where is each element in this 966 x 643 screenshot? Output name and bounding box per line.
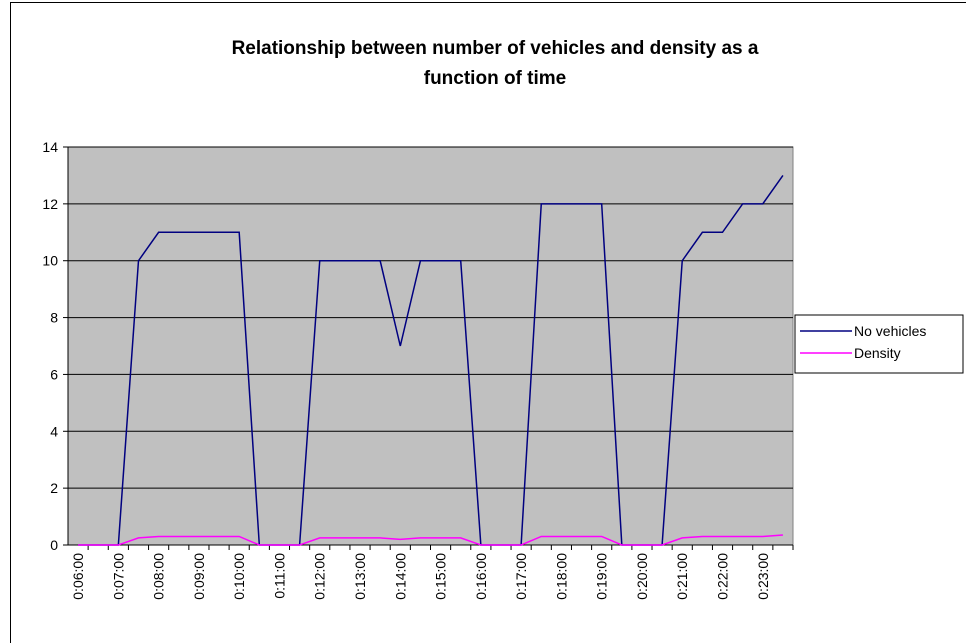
x-tick-label: 0:23:00 <box>755 553 771 600</box>
chart-title: Relationship between number of vehicles … <box>231 38 759 89</box>
x-tick-label: 0:16:00 <box>473 553 489 600</box>
x-tick-label: 0:14:00 <box>392 553 408 600</box>
x-tick-label: 0:06:00 <box>70 553 86 600</box>
y-tick-label: 4 <box>50 423 58 439</box>
series-line <box>78 174 784 546</box>
x-tick-label: 0:07:00 <box>110 553 126 600</box>
y-tick-label: 0 <box>50 537 58 553</box>
x-tick-label: 0:19:00 <box>594 553 610 600</box>
x-tick-label: 0:17:00 <box>513 553 529 600</box>
x-tick-label: 0:11:00 <box>271 553 287 599</box>
plot-area <box>67 146 794 546</box>
x-tick-label: 0:21:00 <box>674 553 690 600</box>
series-line <box>78 534 783 546</box>
legend-label: No vehicles <box>854 323 926 339</box>
x-tick-label: 0:10:00 <box>231 553 247 600</box>
x-tick-label: 0:15:00 <box>433 553 449 600</box>
x-tick-label: 0:22:00 <box>715 553 731 600</box>
x-tick-label: 0:13:00 <box>352 553 368 600</box>
y-tick-label: 6 <box>50 366 58 382</box>
y-tick-label: 12 <box>42 196 58 212</box>
legend-label: Density <box>854 345 901 361</box>
x-tick-label: 0:12:00 <box>312 553 328 600</box>
y-tick-label: 8 <box>50 310 58 326</box>
x-tick-label: 0:20:00 <box>634 553 650 600</box>
x-tick-label: 0:09:00 <box>191 553 207 600</box>
y-tick-label: 10 <box>42 253 58 269</box>
x-tick-label: 0:18:00 <box>553 553 569 600</box>
x-tick-label: 0:08:00 <box>151 553 167 600</box>
legend-box <box>794 314 964 374</box>
y-tick-label: 2 <box>50 480 58 496</box>
y-tick-label: 14 <box>42 139 58 155</box>
